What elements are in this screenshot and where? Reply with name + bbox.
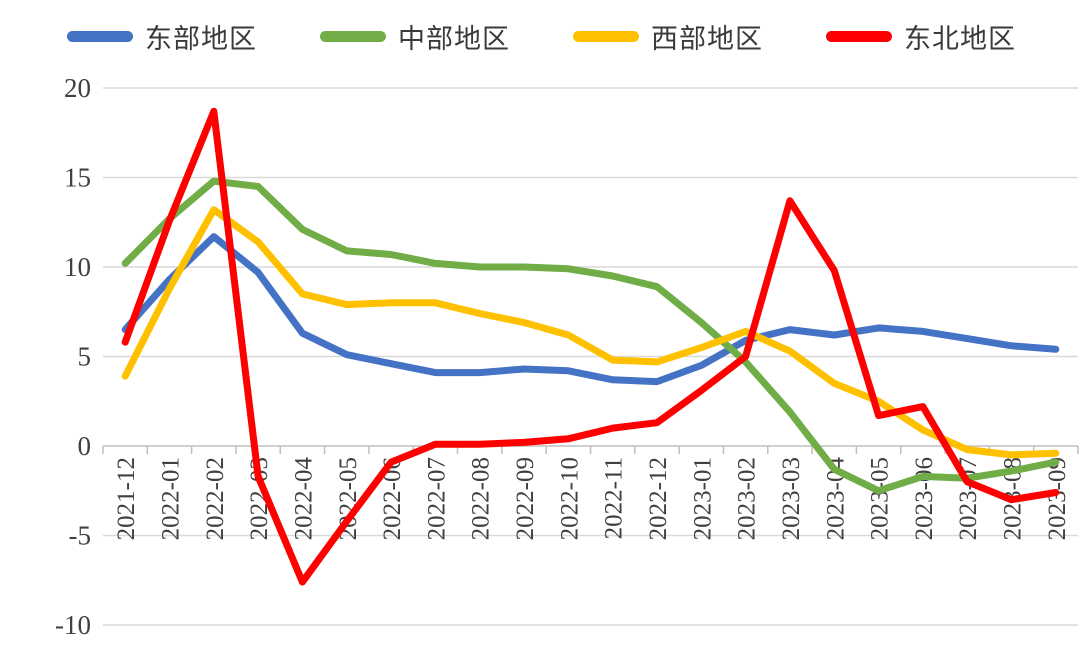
x-axis-label-2022-02: 2022-02: [202, 457, 229, 540]
chart-legend: 东部地区 中部地区 西部地区 东北地区: [0, 14, 1080, 58]
y-axis-label--10: -10: [55, 610, 91, 640]
y-axis-label-15: 15: [64, 163, 91, 193]
legend-swatch-northeast-icon: [826, 30, 892, 42]
legend-label-central: 中部地区: [398, 23, 510, 54]
legend-swatch-east-icon: [67, 30, 133, 42]
x-axis-label-2023-05: 2023-05: [867, 457, 894, 540]
y-axis-label-20: 20: [64, 73, 91, 103]
x-axis-label-2023-03: 2023-03: [778, 457, 805, 540]
y-axis-label-0: 0: [78, 431, 92, 461]
x-axis-label-2022-09: 2022-09: [512, 457, 539, 540]
x-axis-label-2022-04: 2022-04: [290, 457, 317, 541]
series-line-0: [121, 233, 1060, 386]
x-axis-label-2023-09: 2023-09: [1044, 457, 1071, 540]
x-axis-label-2021-12: 2021-12: [113, 457, 140, 540]
x-axis-label-2022-07: 2022-07: [423, 457, 450, 540]
legend-swatch-central-icon: [320, 30, 386, 42]
legend-item-east: 东部地区: [67, 14, 257, 58]
legend-item-west: 西部地区: [573, 14, 763, 58]
x-axis-label-2022-10: 2022-10: [556, 457, 583, 540]
series-line-3: [121, 107, 1060, 586]
legend-label-east: 东部地区: [145, 23, 257, 54]
legend-swatch-west-icon: [573, 30, 639, 42]
series-line-2: [121, 206, 1060, 459]
legend-label-northeast: 东北地区: [904, 23, 1016, 54]
y-axis-label--5: -5: [69, 521, 92, 551]
x-axis-label-2022-08: 2022-08: [468, 457, 495, 540]
y-axis-label-5: 5: [78, 342, 92, 372]
x-axis-label-2023-02: 2023-02: [734, 457, 761, 540]
x-axis-label-2022-01: 2022-01: [157, 457, 184, 540]
x-axis-label-2023-01: 2023-01: [689, 457, 716, 540]
legend-item-central: 中部地区: [320, 14, 510, 58]
legend-item-northeast: 东北地区: [826, 14, 1016, 58]
x-axis-label-2022-11: 2022-11: [601, 457, 628, 539]
legend-label-west: 西部地区: [651, 23, 763, 54]
series-line-1: [121, 177, 1060, 495]
y-axis-label-10: 10: [64, 252, 91, 282]
x-axis-label-2023-06: 2023-06: [911, 457, 938, 540]
x-axis-label-2022-12: 2022-12: [645, 457, 672, 540]
